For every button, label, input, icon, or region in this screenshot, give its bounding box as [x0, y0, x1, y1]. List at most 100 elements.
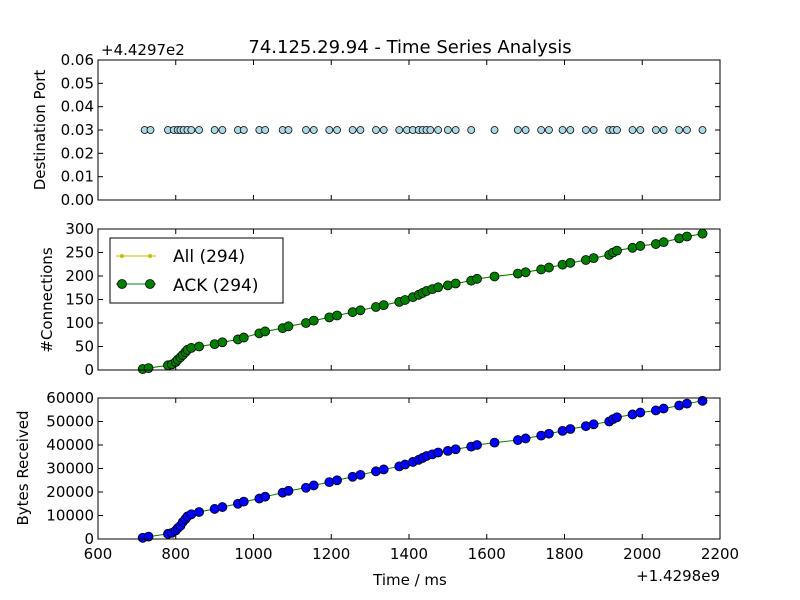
destination-port-point [545, 126, 553, 134]
bytes-series-point [283, 485, 294, 496]
destination-port-point [675, 126, 684, 134]
destination-port-panel: 0.00 0.01 0.02 0.03 0.04 0.05 0.06 +4.4297e2 D… [31, 41, 721, 209]
bytes-series-point [433, 447, 444, 458]
destination-port-point [558, 126, 567, 134]
destination-port-point [325, 126, 334, 134]
legend-box [109, 237, 284, 304]
destination-port-point [537, 126, 546, 134]
ack-series-point [378, 300, 389, 311]
x-tick-label: 1200 [312, 545, 350, 563]
destination-port-point [683, 126, 691, 134]
destination-port-point [589, 126, 598, 134]
x-tick-label: 600 [84, 545, 113, 563]
figure-title: 74.125.29.94 - Time Series Analysis [248, 37, 571, 58]
connections-series [137, 228, 708, 374]
y-tick-label: 10000 [46, 507, 94, 525]
y-tick-label: 30000 [46, 460, 94, 478]
bytes-received-series [137, 395, 708, 543]
destination-port-points [140, 126, 707, 134]
connections-legend: All (294) ACK (294) [109, 237, 284, 304]
bytes-series-point [378, 464, 389, 475]
x-tick-label: 800 [161, 545, 190, 563]
bytes-series-point [260, 491, 271, 502]
y-tick-label: 0 [84, 530, 94, 548]
y-tick-label: 150 [65, 291, 94, 309]
destination-port-y-offset: +4.4297e2 [101, 41, 185, 59]
bytes-series-point [544, 428, 554, 439]
destination-port-y-ticks: 0.00 0.01 0.02 0.03 0.04 0.05 0.06 [61, 51, 720, 209]
destination-port-point [333, 126, 341, 134]
ack-series-point [143, 363, 154, 374]
bytes-series-point [472, 440, 482, 450]
destination-port-point [434, 126, 443, 134]
destination-port-point [443, 126, 452, 134]
ack-series-point [283, 321, 294, 332]
bytes-series-point [143, 531, 154, 542]
bytes-series-point [565, 424, 576, 434]
bytes-received-panel: 0 10000 20000 30000 40000 50000 60000 600 800 10… [14, 389, 739, 589]
ack-series-point [697, 228, 708, 239]
bytes-series-point [520, 433, 531, 444]
bytes-series-point [450, 444, 461, 455]
ack-series-point [194, 341, 204, 352]
ack-series-point [332, 310, 342, 321]
destination-port-point [372, 126, 380, 134]
x-tick-label: 2200 [701, 545, 739, 563]
bytes-series-point [588, 419, 599, 430]
connections-y-ticks: 0 50 100 150 200 250 300 [65, 220, 720, 379]
ack-series-point [544, 262, 554, 273]
ack-series-point [635, 241, 646, 251]
x-offset-label: +1.4298e9 [636, 567, 720, 585]
destination-port-point [348, 126, 357, 134]
legend-all-marker-2 [148, 254, 152, 258]
legend-all-marker [120, 254, 124, 258]
destination-port-point [261, 126, 270, 134]
destination-port-point [628, 126, 637, 134]
ack-series-point [565, 257, 576, 268]
bytes-series-point [238, 496, 249, 507]
destination-port-point [659, 126, 668, 134]
destination-port-point [218, 126, 227, 134]
bytes-series-point [682, 398, 692, 409]
destination-port-point [698, 126, 707, 134]
ack-series-point [355, 305, 366, 316]
y-tick-label: 20000 [46, 483, 94, 501]
bytes-received-ylabel: Bytes Received [14, 410, 32, 525]
ack-series-point [472, 273, 482, 284]
x-axis-label: Time / ms [372, 571, 447, 589]
ack-series-point [588, 253, 599, 264]
legend-ack-marker-2 [145, 279, 155, 289]
y-tick-label: 0.06 [61, 51, 94, 69]
y-tick-label: 0.00 [61, 191, 94, 209]
bytes-series-point [194, 507, 204, 517]
y-tick-label: 0.04 [61, 98, 94, 116]
destination-port-point [210, 126, 219, 134]
ack-series-point [520, 267, 531, 278]
destination-port-point [146, 126, 155, 134]
bytes-received-x-ticks: 600 800 1000 1200 1400 1600 1800 2000 2200 [84, 398, 739, 563]
y-tick-label: 100 [65, 314, 94, 332]
x-tick-label: 1800 [545, 545, 583, 563]
ack-series-point [658, 237, 669, 248]
ack-series-point [682, 231, 692, 242]
ack-series-point [433, 282, 444, 293]
bytes-series-point [489, 437, 500, 448]
ack-series-point [238, 332, 249, 343]
destination-port-point [426, 126, 435, 134]
ack-series-point [260, 326, 271, 337]
bytes-series-point [332, 475, 342, 486]
x-tick-label: 1600 [468, 545, 506, 563]
ack-series-point [489, 271, 500, 282]
bytes-received-y-ticks: 0 10000 20000 30000 40000 50000 60000 [46, 389, 720, 548]
y-tick-label: 50000 [46, 413, 94, 431]
connections-ylabel: #Connections [38, 247, 56, 352]
bytes-series-point [658, 403, 669, 414]
destination-port-point [467, 126, 476, 134]
destination-port-point [581, 126, 590, 134]
ack-series-point [612, 245, 622, 256]
destination-port-point [566, 126, 575, 134]
y-tick-label: 250 [65, 244, 94, 262]
destination-port-point [451, 126, 460, 134]
bytes-series-point [612, 412, 622, 423]
